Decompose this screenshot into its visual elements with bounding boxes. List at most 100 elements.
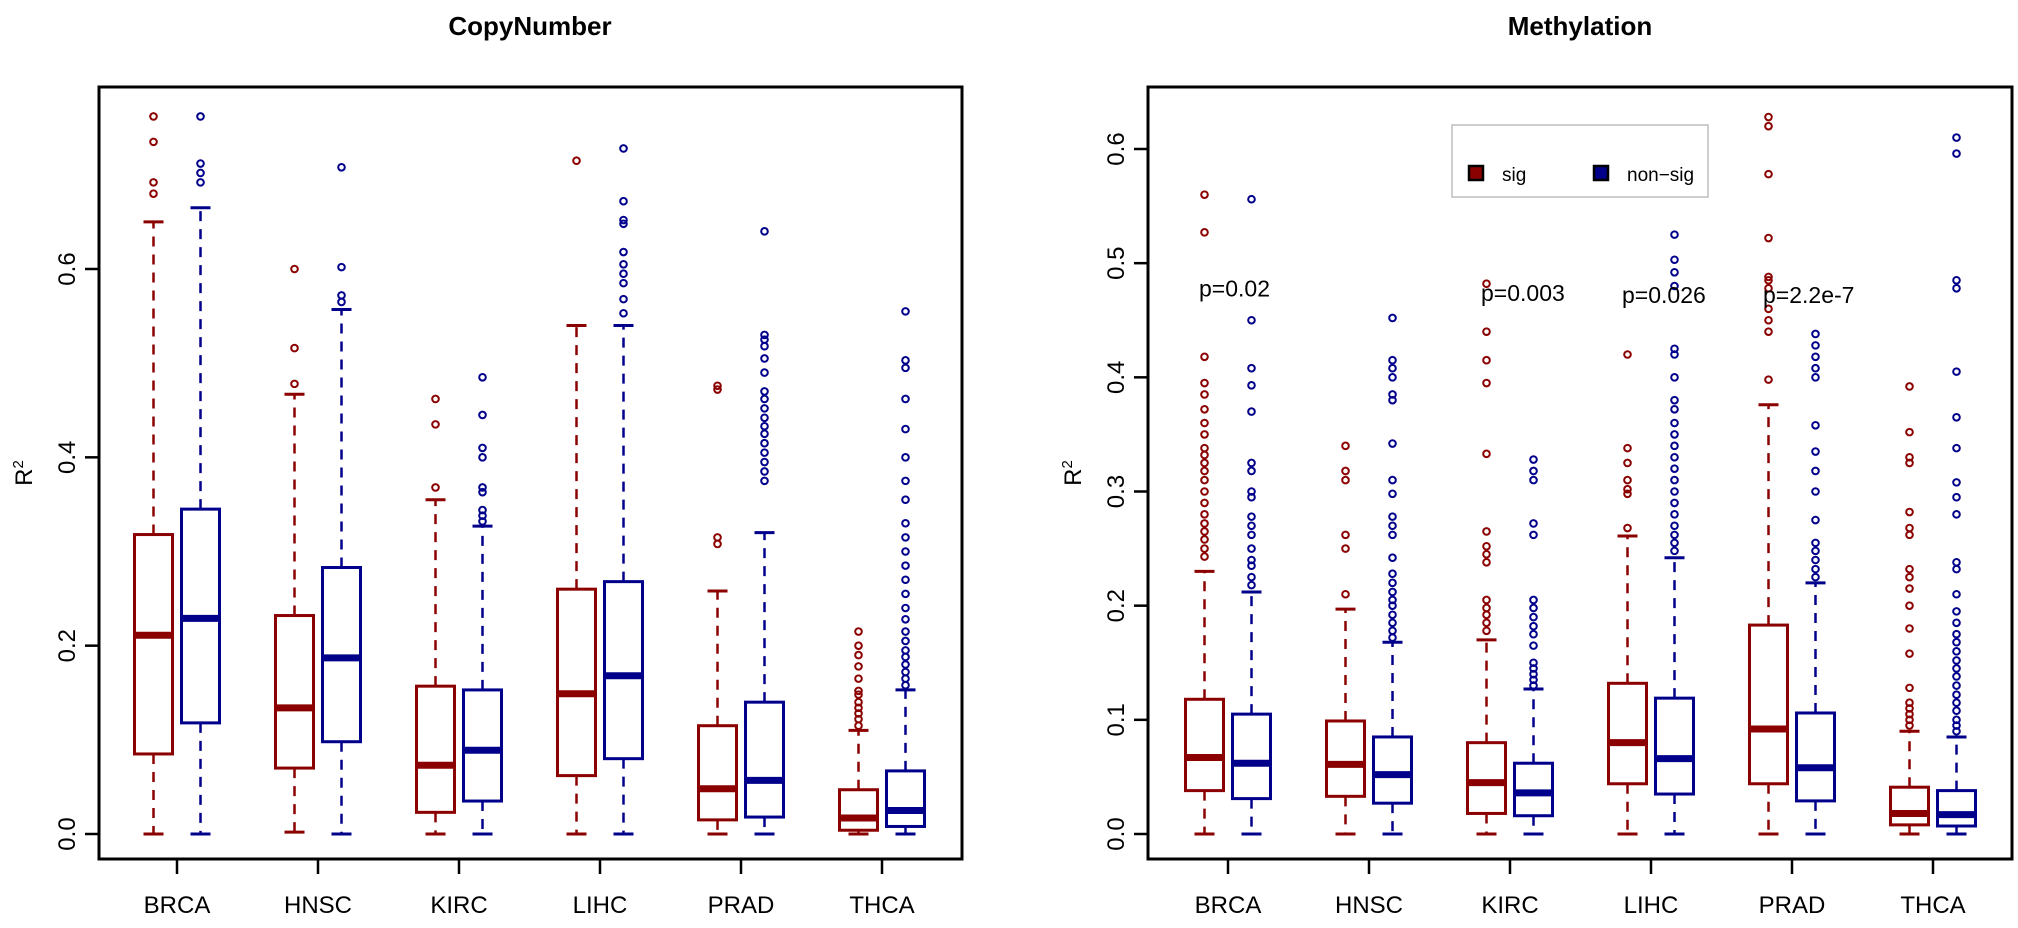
outlier-point <box>1482 542 1491 551</box>
outlier-point <box>760 438 769 448</box>
outlier-point <box>1764 283 1773 293</box>
legend-label-nonsig: non−sig <box>1627 165 1694 186</box>
outlier-point <box>854 686 863 696</box>
outlier-point <box>901 646 910 655</box>
box-sig-hnsc <box>274 264 315 834</box>
x-tick-label: PRAD <box>1759 892 1826 919</box>
y-tick-label: 0.2 <box>1103 589 1130 622</box>
outlier-point <box>1952 283 1961 293</box>
y-axis-label: R2 <box>10 460 38 486</box>
p-value-annotation: p=2.2e-7 <box>1763 282 1854 308</box>
outlier-point <box>1200 390 1209 399</box>
outlier-point <box>1670 430 1679 439</box>
outlier-point <box>1482 603 1491 613</box>
outlier-point <box>1952 443 1961 453</box>
outlier-point <box>1200 418 1209 428</box>
outlier-point <box>290 379 299 389</box>
outlier-point <box>1952 607 1961 616</box>
outlier-point <box>196 178 205 187</box>
outlier-point <box>1388 363 1397 373</box>
outlier-point <box>1200 552 1209 561</box>
outlier-point <box>1200 475 1209 485</box>
iqr-box <box>462 688 503 803</box>
outlier-point <box>854 641 863 650</box>
outlier-point <box>1623 489 1632 499</box>
outlier-point <box>901 660 910 669</box>
outlier-point <box>1200 443 1209 453</box>
box-sig-prad <box>697 381 738 836</box>
outlier-point <box>1952 656 1961 665</box>
outlier-point <box>1482 618 1491 628</box>
outlier-point <box>1623 458 1632 468</box>
outlier-point <box>1905 427 1914 437</box>
outlier-point <box>1200 519 1209 528</box>
outlier-point <box>760 421 769 431</box>
outlier-point <box>1952 647 1961 656</box>
outlier-point <box>478 453 487 462</box>
outlier-point <box>149 112 158 121</box>
outlier-point <box>1905 572 1914 582</box>
outlier-point <box>1811 555 1820 565</box>
outlier-point <box>1764 233 1773 243</box>
outlier-point <box>1247 315 1256 325</box>
iqr-box <box>1748 623 1789 786</box>
outlier-point <box>1952 275 1961 285</box>
outlier-point <box>149 189 158 198</box>
outlier-point <box>290 264 299 274</box>
outlier-point <box>1811 487 1820 496</box>
box-sig-thca <box>1889 382 1930 836</box>
outlier-point <box>1764 272 1773 282</box>
outlier-point <box>1200 352 1209 362</box>
y-tick-label: 0.6 <box>54 252 81 285</box>
box-nonsig-brca <box>180 112 221 836</box>
outlier-point <box>1200 544 1209 553</box>
outlier-point <box>1247 580 1256 590</box>
box-nonsig-prad <box>744 227 785 836</box>
outlier-point <box>1952 681 1961 690</box>
outlier-point <box>1529 519 1538 528</box>
legend-swatch-nonsig <box>1592 164 1610 182</box>
outlier-point <box>1247 544 1256 553</box>
outlier-point <box>1670 281 1679 291</box>
outlier-point <box>1811 546 1820 556</box>
outlier-point <box>1952 557 1961 567</box>
outlier-point <box>1200 190 1209 199</box>
outlier-point <box>1200 498 1209 508</box>
outlier-point <box>1529 612 1538 622</box>
outlier-point <box>1200 378 1209 388</box>
outlier-point <box>1388 633 1397 642</box>
outlier-point <box>760 335 769 344</box>
outlier-point <box>572 156 581 166</box>
outlier-point <box>1764 121 1773 131</box>
outlier-point <box>1529 595 1538 605</box>
outlier-point <box>901 667 910 677</box>
outlier-point <box>619 269 628 279</box>
outlier-point <box>1623 475 1632 485</box>
outlier-point <box>1952 672 1961 681</box>
box-nonsig-thca <box>885 307 926 836</box>
chart-title: Methylation <box>1508 11 1652 41</box>
outlier-point <box>1811 447 1820 456</box>
outlier-point <box>901 518 910 528</box>
outlier-point <box>760 413 769 423</box>
x-tick-label: PRAD <box>708 892 775 919</box>
outlier-point <box>1482 557 1491 567</box>
box-nonsig-hnsc <box>1372 313 1413 836</box>
outlier-point <box>713 533 722 542</box>
outlier-point <box>1670 418 1679 428</box>
outlier-point <box>1247 466 1256 476</box>
outlier-point <box>713 381 722 391</box>
iqr-box <box>1184 697 1225 793</box>
outlier-point <box>901 561 910 570</box>
outlier-point <box>1388 587 1397 597</box>
outlier-point <box>901 575 910 585</box>
outlier-point <box>1388 578 1397 588</box>
iqr-box <box>885 769 926 828</box>
iqr-box <box>1936 789 1977 828</box>
outlier-point <box>1670 487 1679 496</box>
methylation-panel: Methylation R2 0.0 0.1 0.2 0.3 0.4 0.5 0.6 BRCA… <box>1059 11 2014 919</box>
outlier-point <box>1670 464 1679 473</box>
box-sig-hnsc <box>1325 441 1366 836</box>
y-tick-label: 0.0 <box>54 817 81 850</box>
outlier-point <box>1670 441 1679 451</box>
